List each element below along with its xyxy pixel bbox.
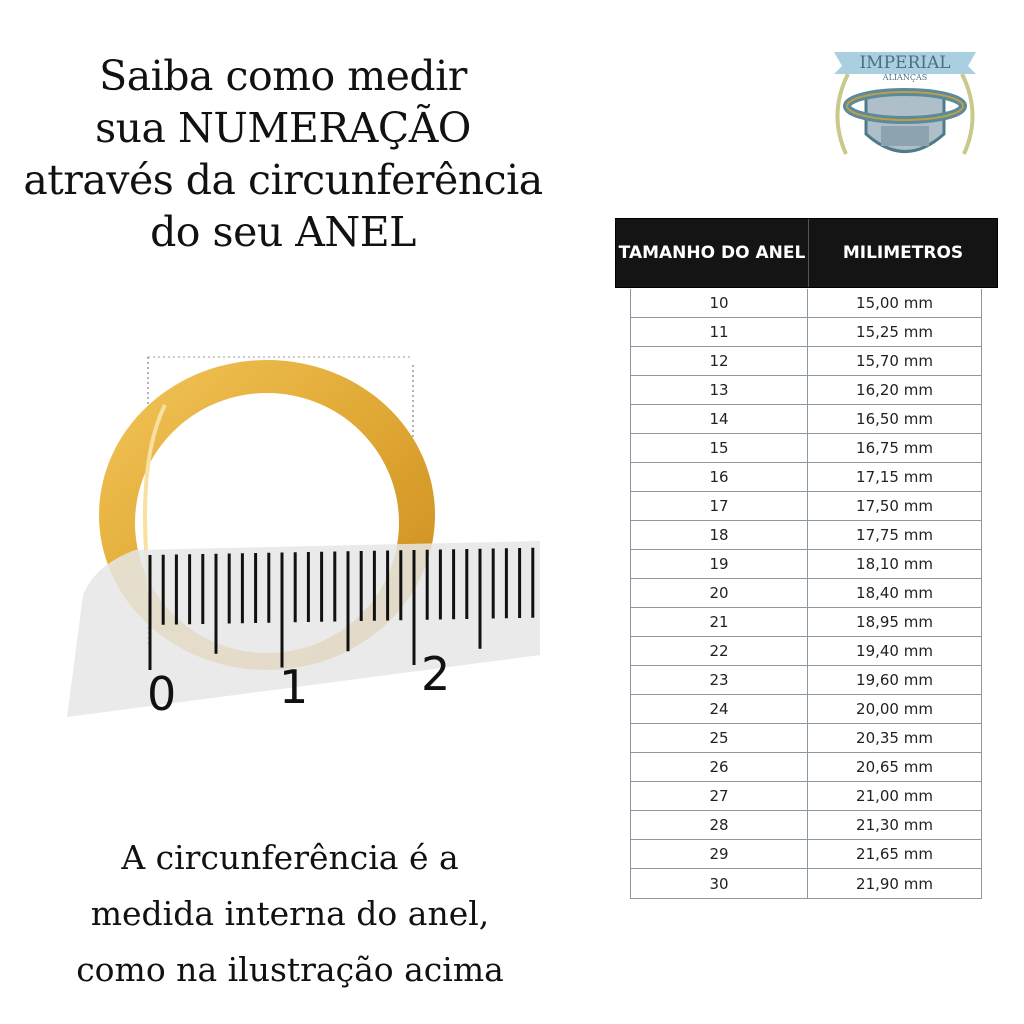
imperial-aliancas-logo: IMPERIAL ALIANÇAS: [834, 52, 976, 155]
table-row: 22 19,40 mm: [631, 637, 981, 666]
size-cell: 21: [631, 608, 808, 636]
mm-cell: 17,75 mm: [856, 526, 933, 544]
header-mm: MILIMETROS: [842, 243, 964, 263]
table-row: 29 21,65 mm: [631, 840, 981, 869]
ruler-label: 1: [279, 660, 308, 714]
ring-measurement-illustration: 0 1 2: [67, 356, 540, 721]
mm-cell: 16,50 mm: [856, 410, 933, 428]
mm-cell: 15,00 mm: [856, 294, 933, 312]
size-cell: 13: [631, 376, 808, 404]
size-cell: 27: [631, 782, 808, 810]
table-row: 28 21,30 mm: [631, 811, 981, 840]
size-cell: 14: [631, 405, 808, 433]
table-row: 24 20,00 mm: [631, 695, 981, 724]
size-cell: 26: [631, 753, 808, 781]
logo-text: IMPERIAL: [859, 53, 950, 73]
ruler-label: 2: [421, 647, 450, 701]
ruler-ticks: [148, 547, 535, 670]
mm-cell: 20,00 mm: [856, 700, 933, 718]
mm-cell: 20,35 mm: [856, 729, 933, 747]
size-cell: 15: [631, 434, 808, 462]
header-size: TAMANHO DO ANEL: [616, 219, 809, 287]
mm-cell: 21,65 mm: [856, 845, 933, 863]
size-table: 10 15,00 mm 11 15,25 mm 12 15,70 mm 13 16,20 mm…: [630, 289, 982, 899]
mm-cell: 20,65 mm: [856, 758, 933, 776]
mm-cell: 21,00 mm: [856, 787, 933, 805]
table-row: 16 17,15 mm: [631, 463, 981, 492]
size-cell: 19: [631, 550, 808, 578]
title-line: através da circunferência: [23, 156, 543, 204]
size-cell: 23: [631, 666, 808, 694]
table-row: 17 17,50 mm: [631, 492, 981, 521]
caption-line: A circunferência é a: [121, 838, 459, 877]
mm-cell: 17,50 mm: [856, 497, 933, 515]
table-row: 20 18,40 mm: [631, 579, 981, 608]
caption-line: medida interna do anel,: [90, 894, 490, 933]
title-line: sua NUMERAÇÃO: [95, 104, 471, 152]
table-row: 11 15,25 mm: [631, 318, 981, 347]
mm-cell: 21,30 mm: [856, 816, 933, 834]
size-cell: 22: [631, 637, 808, 665]
size-cell: 11: [631, 318, 808, 346]
table-row: 25 20,35 mm: [631, 724, 981, 753]
page-title: Saiba como medir sua NUMERAÇÃO através d…: [0, 50, 566, 258]
title-line: Saiba como medir: [99, 52, 467, 100]
mm-cell: 15,70 mm: [856, 352, 933, 370]
size-cell: 12: [631, 347, 808, 375]
ruler: [67, 541, 540, 717]
title-line: do seu ANEL: [150, 208, 416, 256]
caption-line: como na ilustração acima: [76, 950, 504, 989]
mm-cell: 15,25 mm: [856, 323, 933, 341]
mm-cell: 17,15 mm: [856, 468, 933, 486]
caption: A circunferência é a medida interna do a…: [40, 830, 540, 998]
size-cell: 28: [631, 811, 808, 839]
table-header: TAMANHO DO ANEL MILIMETROS: [615, 218, 998, 288]
table-row: 19 18,10 mm: [631, 550, 981, 579]
table-row: 18 17,75 mm: [631, 521, 981, 550]
table-row: 23 19,60 mm: [631, 666, 981, 695]
size-cell: 29: [631, 840, 808, 868]
size-cell: 25: [631, 724, 808, 752]
mm-cell: 19,40 mm: [856, 642, 933, 660]
mm-cell: 18,95 mm: [856, 613, 933, 631]
table-row: 15 16,75 mm: [631, 434, 981, 463]
table-row: 21 18,95 mm: [631, 608, 981, 637]
size-cell: 24: [631, 695, 808, 723]
table-row: 12 15,70 mm: [631, 347, 981, 376]
size-cell: 20: [631, 579, 808, 607]
table-row: 27 21,00 mm: [631, 782, 981, 811]
table-row: 13 16,20 mm: [631, 376, 981, 405]
size-cell: 18: [631, 521, 808, 549]
logo-subtext: ALIANÇAS: [882, 73, 927, 82]
table-row: 30 21,90 mm: [631, 869, 981, 898]
mm-cell: 19,60 mm: [856, 671, 933, 689]
size-cell: 17: [631, 492, 808, 520]
mm-cell: 21,90 mm: [856, 874, 933, 893]
table-row: 26 20,65 mm: [631, 753, 981, 782]
table-row: 10 15,00 mm: [631, 289, 981, 318]
mm-cell: 16,75 mm: [856, 439, 933, 457]
size-cell: 10: [631, 289, 808, 317]
mm-cell: 18,40 mm: [856, 584, 933, 602]
size-cell: 16: [631, 463, 808, 491]
mm-cell: 16,20 mm: [856, 381, 933, 399]
mm-cell: 18,10 mm: [856, 555, 933, 573]
ruler-label: 0: [147, 667, 176, 721]
table-row: 14 16,50 mm: [631, 405, 981, 434]
size-cell: 30: [631, 869, 808, 898]
